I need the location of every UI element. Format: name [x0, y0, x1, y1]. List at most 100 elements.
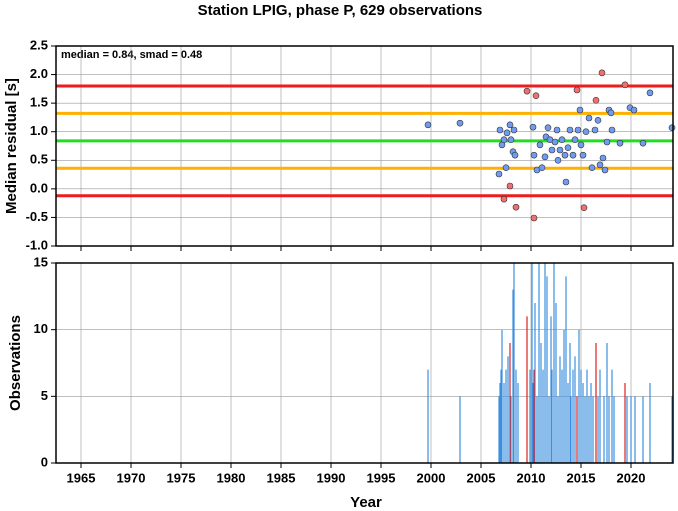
point [603, 138, 611, 146]
point [585, 114, 593, 122]
bar [599, 369, 601, 463]
bar [498, 396, 500, 463]
point [576, 106, 584, 114]
bar [507, 356, 509, 463]
bar [586, 369, 588, 463]
point [495, 170, 503, 178]
point [554, 156, 562, 164]
point [594, 116, 602, 124]
x-tick-label: 2015 [567, 470, 596, 485]
y-tick-label: 5 [41, 388, 48, 403]
y-axis-label: Observations [7, 315, 24, 411]
bar [597, 396, 599, 463]
bar [555, 303, 557, 463]
point [630, 106, 638, 114]
point [621, 81, 629, 89]
x-tick-label: 1990 [317, 470, 346, 485]
plot-frame [55, 45, 674, 247]
point [544, 124, 552, 132]
x-tick-label: 2020 [617, 470, 646, 485]
bar [546, 276, 548, 463]
bar [526, 316, 528, 463]
point [500, 195, 508, 203]
bar [499, 383, 501, 463]
bar [603, 396, 605, 463]
bar [649, 383, 651, 463]
bar [606, 343, 608, 463]
bar [510, 396, 512, 463]
annotation: median = 0.84, smad = 0.48 [61, 49, 202, 61]
bar [538, 263, 540, 463]
point [599, 154, 607, 162]
bar [567, 383, 569, 463]
point [571, 136, 579, 144]
point [668, 124, 676, 132]
point [588, 164, 596, 172]
point [574, 126, 582, 134]
bar [613, 396, 615, 463]
x-axis-label: Year [350, 494, 382, 511]
x-tick-label: 2010 [517, 470, 546, 485]
bar [576, 396, 578, 463]
point [596, 161, 604, 169]
point [551, 138, 559, 146]
bar [608, 396, 610, 463]
bar [500, 369, 502, 463]
bar [515, 369, 517, 463]
bar [565, 276, 567, 463]
point [561, 151, 569, 159]
point [646, 89, 654, 97]
point [523, 87, 531, 95]
point [608, 126, 616, 134]
bar [544, 263, 546, 463]
point [530, 214, 538, 222]
bar [550, 316, 552, 463]
y-axis-label: Median residual [s] [3, 78, 20, 214]
point [512, 203, 520, 211]
bar [595, 343, 597, 463]
bar [534, 303, 536, 463]
point [598, 69, 606, 77]
bar [509, 343, 511, 463]
point [607, 109, 615, 117]
point [502, 164, 510, 172]
bar [532, 383, 534, 463]
bar [551, 369, 553, 463]
x-tick-label: 1995 [367, 470, 396, 485]
bar [513, 263, 515, 463]
bar [630, 396, 632, 463]
point [556, 146, 564, 154]
point [510, 126, 518, 134]
point [506, 182, 514, 190]
y-tick-label: 0.0 [30, 180, 48, 195]
point [541, 153, 549, 161]
x-tick-label: 1980 [217, 470, 246, 485]
point [616, 139, 624, 147]
x-tick-label: 1975 [167, 470, 196, 485]
bar [580, 369, 582, 463]
bar [512, 289, 514, 463]
bar [626, 396, 628, 463]
y-tick-label: 0 [41, 454, 48, 469]
point [558, 136, 566, 144]
bar [578, 329, 580, 463]
y-tick-label: 2.5 [30, 37, 48, 52]
bar [582, 383, 584, 463]
bar [553, 263, 555, 463]
x-tick-label: 1965 [67, 470, 96, 485]
point [566, 126, 574, 134]
chart-title: Station LPIG, phase P, 629 observations [198, 2, 483, 19]
bar [427, 369, 429, 463]
bar [529, 369, 531, 463]
point [503, 129, 511, 137]
point [506, 121, 514, 129]
x-tick-label: 2005 [467, 470, 496, 485]
point [639, 139, 647, 147]
x-tick-label: 1970 [117, 470, 146, 485]
plot-frame [55, 262, 674, 464]
bar [590, 383, 592, 463]
bar [559, 356, 561, 463]
bar [624, 383, 626, 463]
bar [570, 396, 572, 463]
bar [531, 263, 533, 463]
